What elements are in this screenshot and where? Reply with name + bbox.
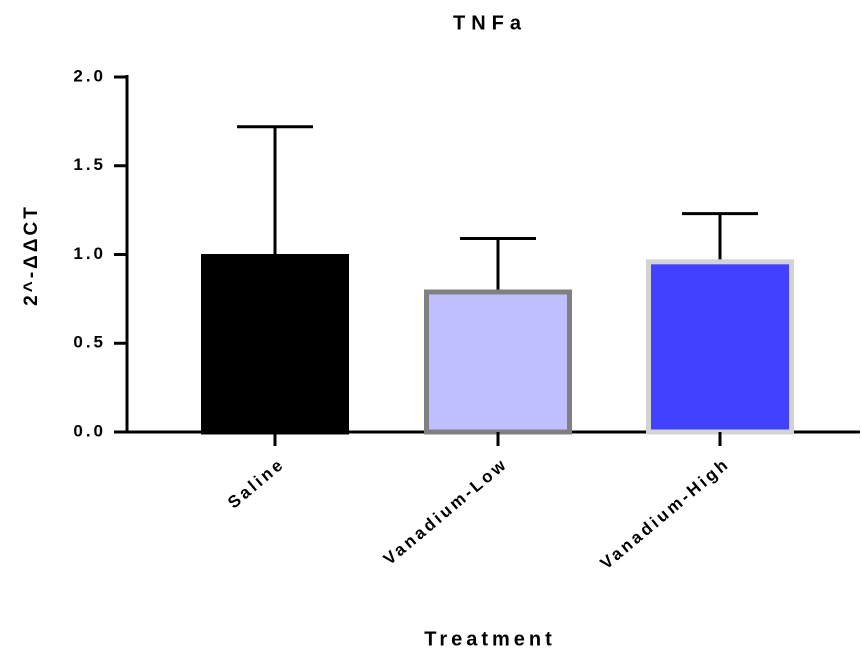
x-axis-label: Treatment bbox=[424, 628, 556, 650]
y-axis-label: 2^-ΔΔCT bbox=[21, 204, 42, 306]
y-tick-label: 1.0 bbox=[73, 244, 106, 263]
y-tick-label: 1.5 bbox=[73, 155, 106, 174]
y-tick-label: 2.0 bbox=[73, 66, 106, 85]
x-tick-label: Saline bbox=[224, 454, 288, 512]
y-tick-label: 0.0 bbox=[73, 421, 106, 440]
x-tick-label: Vanadium-Low bbox=[380, 454, 512, 569]
chart-title: TNFa bbox=[453, 12, 527, 34]
bar bbox=[201, 254, 349, 435]
bar bbox=[424, 289, 572, 435]
y-tick-label: 0.5 bbox=[73, 333, 106, 352]
x-tick-label: Vanadium-High bbox=[597, 454, 734, 573]
bar bbox=[646, 259, 794, 435]
